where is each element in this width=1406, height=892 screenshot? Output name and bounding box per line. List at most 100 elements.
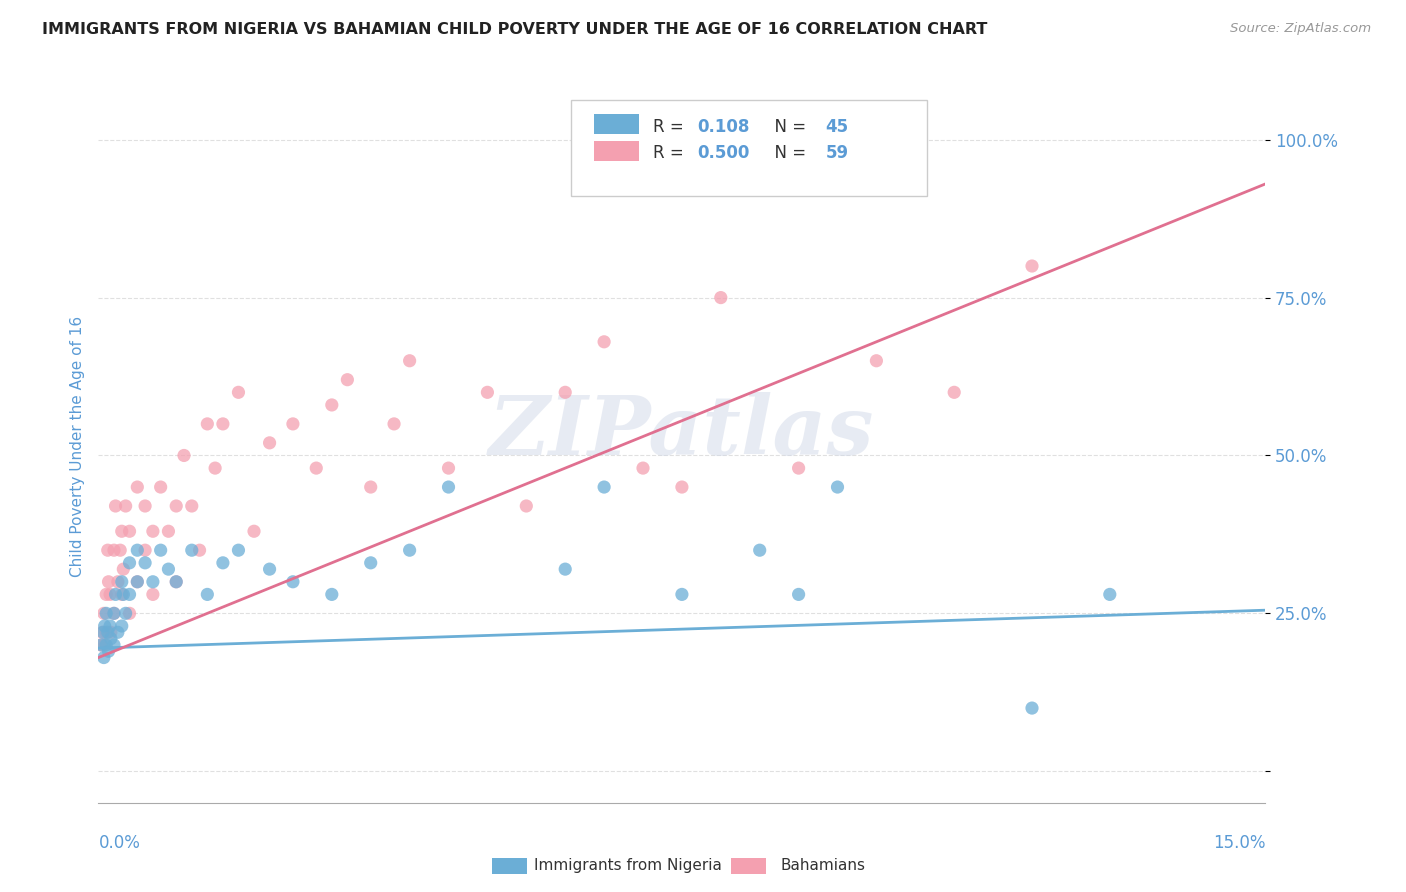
Point bbox=[173, 449, 195, 463]
Point bbox=[281, 417, 304, 431]
Point bbox=[103, 638, 125, 652]
Point bbox=[865, 353, 887, 368]
Point bbox=[180, 543, 202, 558]
Point bbox=[112, 587, 135, 601]
Point bbox=[281, 574, 304, 589]
Point bbox=[228, 385, 250, 400]
Point bbox=[228, 543, 250, 558]
Point bbox=[90, 638, 112, 652]
Point bbox=[96, 625, 118, 640]
Point bbox=[107, 625, 129, 640]
Point bbox=[710, 291, 733, 305]
Point bbox=[107, 574, 129, 589]
Point bbox=[98, 619, 121, 633]
Point bbox=[477, 385, 499, 400]
Point bbox=[360, 556, 382, 570]
Point bbox=[554, 562, 576, 576]
Point bbox=[631, 461, 654, 475]
Point bbox=[93, 607, 115, 621]
Point bbox=[259, 562, 281, 576]
Point bbox=[188, 543, 211, 558]
Point bbox=[100, 625, 122, 640]
Point bbox=[336, 373, 359, 387]
Text: 59: 59 bbox=[825, 145, 849, 162]
Point bbox=[96, 638, 118, 652]
Point bbox=[149, 480, 172, 494]
Point bbox=[787, 461, 810, 475]
Point bbox=[134, 499, 156, 513]
Text: 0.500: 0.500 bbox=[697, 145, 749, 162]
Point bbox=[111, 574, 134, 589]
Point bbox=[398, 543, 420, 558]
Point bbox=[127, 574, 149, 589]
Text: R =: R = bbox=[652, 145, 689, 162]
Point bbox=[100, 632, 122, 646]
Point bbox=[91, 625, 114, 640]
Point bbox=[360, 480, 382, 494]
Point bbox=[104, 499, 127, 513]
Point bbox=[114, 607, 136, 621]
Point bbox=[748, 543, 770, 558]
Point bbox=[90, 638, 112, 652]
Point bbox=[212, 417, 235, 431]
Point bbox=[1021, 701, 1043, 715]
Text: 15.0%: 15.0% bbox=[1213, 834, 1265, 852]
Point bbox=[165, 574, 187, 589]
Point bbox=[91, 625, 114, 640]
Point bbox=[180, 499, 202, 513]
Point bbox=[243, 524, 266, 539]
Point bbox=[165, 499, 187, 513]
Point bbox=[827, 480, 849, 494]
Point bbox=[127, 574, 149, 589]
Point bbox=[1021, 259, 1043, 273]
Point bbox=[103, 607, 125, 621]
Point bbox=[108, 543, 131, 558]
Point bbox=[118, 524, 141, 539]
Text: Source: ZipAtlas.com: Source: ZipAtlas.com bbox=[1230, 22, 1371, 36]
Point bbox=[943, 385, 966, 400]
Text: 0.108: 0.108 bbox=[697, 118, 749, 136]
FancyBboxPatch shape bbox=[595, 141, 638, 161]
Point bbox=[118, 556, 141, 570]
Point bbox=[111, 587, 134, 601]
FancyBboxPatch shape bbox=[571, 100, 927, 196]
Text: 45: 45 bbox=[825, 118, 849, 136]
Point bbox=[195, 587, 218, 601]
Point bbox=[111, 524, 134, 539]
Point bbox=[437, 480, 460, 494]
Point bbox=[787, 587, 810, 601]
Point bbox=[118, 587, 141, 601]
Point bbox=[398, 353, 420, 368]
Point bbox=[103, 543, 125, 558]
Point bbox=[212, 556, 235, 570]
Point bbox=[103, 607, 125, 621]
Point bbox=[96, 587, 118, 601]
FancyBboxPatch shape bbox=[595, 114, 638, 134]
Point bbox=[157, 562, 180, 576]
Point bbox=[195, 417, 218, 431]
Point bbox=[305, 461, 328, 475]
Point bbox=[142, 524, 165, 539]
Text: IMMIGRANTS FROM NIGERIA VS BAHAMIAN CHILD POVERTY UNDER THE AGE OF 16 CORRELATIO: IMMIGRANTS FROM NIGERIA VS BAHAMIAN CHIL… bbox=[42, 22, 987, 37]
Point bbox=[671, 587, 693, 601]
Point bbox=[127, 543, 149, 558]
Point bbox=[321, 398, 343, 412]
Point bbox=[437, 461, 460, 475]
Point bbox=[97, 644, 120, 658]
Point bbox=[671, 480, 693, 494]
Point bbox=[157, 524, 180, 539]
Point bbox=[554, 385, 576, 400]
Point bbox=[165, 574, 187, 589]
Point bbox=[149, 543, 172, 558]
Point bbox=[93, 650, 115, 665]
Text: N =: N = bbox=[763, 118, 811, 136]
Text: R =: R = bbox=[652, 118, 689, 136]
Text: 0.0%: 0.0% bbox=[98, 834, 141, 852]
Point bbox=[142, 587, 165, 601]
Point bbox=[97, 574, 120, 589]
Point bbox=[134, 543, 156, 558]
Point bbox=[111, 619, 134, 633]
Point bbox=[142, 574, 165, 589]
Point bbox=[97, 543, 120, 558]
Point bbox=[593, 334, 616, 349]
